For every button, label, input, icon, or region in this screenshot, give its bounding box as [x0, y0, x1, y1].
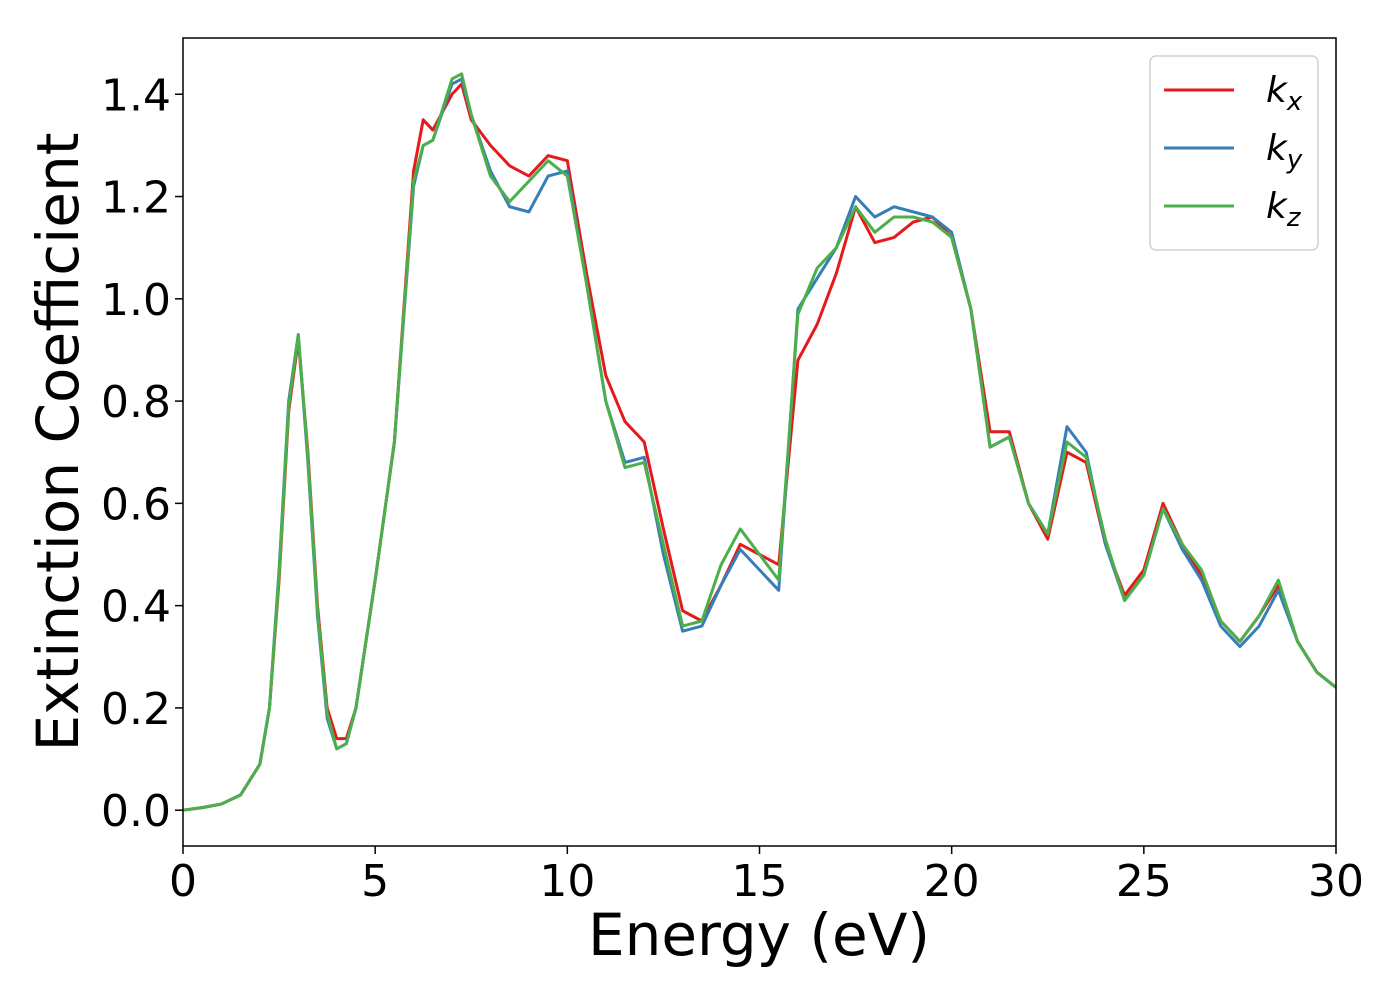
x-tick-label: 15	[732, 856, 788, 907]
y-tick-label: 0.4	[101, 582, 171, 633]
y-axis-label: Extinction Coefficient	[24, 133, 92, 752]
legend: kx ky kz	[1149, 55, 1319, 251]
x-tick-label: 25	[1116, 856, 1172, 907]
legend-label: kz	[1266, 186, 1302, 233]
y-tick-label: 0.6	[101, 479, 171, 530]
legend-label: ky	[1266, 128, 1303, 175]
x-tick-label: 10	[539, 856, 595, 907]
x-tick-label: 20	[924, 856, 980, 907]
y-tick-label: 1.0	[101, 275, 171, 326]
y-tick-label: 0.2	[101, 684, 171, 735]
x-axis-label: Energy (eV)	[588, 901, 930, 969]
y-tick-label: 0.8	[101, 377, 171, 428]
y-tick-label: 0.0	[101, 786, 171, 837]
legend-label: kx	[1266, 70, 1303, 117]
plot-frame	[182, 37, 1337, 847]
y-tick-label: 1.4	[101, 70, 171, 121]
x-tick-label: 30	[1308, 856, 1364, 907]
y-tick-label: 1.2	[101, 173, 171, 224]
series-line	[182, 72, 1337, 812]
legend-box	[1149, 55, 1319, 251]
x-tick-label: 5	[361, 856, 389, 907]
x-tick-label: 0	[169, 856, 197, 907]
